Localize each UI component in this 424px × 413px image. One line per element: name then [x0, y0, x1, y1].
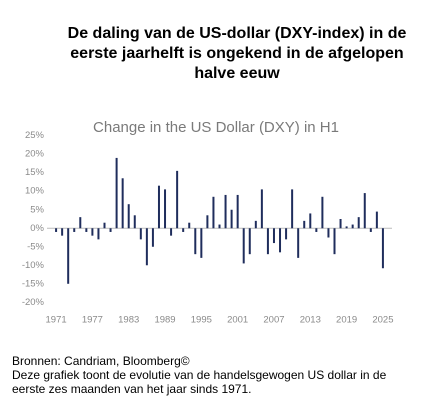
- bar: [206, 215, 209, 229]
- bar: [121, 178, 124, 229]
- bar: [315, 228, 318, 232]
- bar: [357, 217, 360, 229]
- bar: [200, 228, 203, 258]
- bar: [260, 189, 263, 229]
- bar: [139, 228, 142, 240]
- bar: [212, 196, 215, 229]
- bar: [194, 228, 197, 255]
- bar: [363, 193, 366, 229]
- bar: [73, 228, 76, 232]
- page-title: De daling van de US-dollar (DXY-index) i…: [67, 25, 407, 82]
- bar: [115, 157, 118, 229]
- bar: [170, 228, 173, 236]
- chart-title: Change in the US Dollar (DXY) in H1: [93, 119, 339, 136]
- bar: [375, 211, 378, 229]
- bar: [272, 228, 275, 244]
- bar: [242, 228, 245, 264]
- bar: [381, 228, 384, 269]
- bar: [279, 228, 282, 253]
- bar: [266, 228, 269, 255]
- bar: [67, 228, 70, 284]
- bar: [321, 196, 324, 229]
- bar: [345, 226, 348, 229]
- source: Bronnen: Candriam, Bloomberg©: [12, 354, 190, 368]
- bar: [248, 228, 251, 255]
- footer: Bronnen: Candriam, Bloomberg© Deze grafi…: [12, 354, 417, 396]
- bar: [303, 220, 306, 229]
- bar: [127, 204, 130, 229]
- bar: [133, 215, 136, 229]
- bar: [97, 228, 100, 240]
- bar: [55, 228, 58, 232]
- bar: [369, 228, 372, 232]
- x-tick-label: 2025: [372, 315, 393, 326]
- bar: [182, 228, 185, 232]
- bar: [339, 219, 342, 229]
- bar: [254, 220, 257, 229]
- bar: [103, 222, 106, 229]
- y-tick-label: 15%: [25, 167, 45, 178]
- y-tick-label: -15%: [22, 278, 45, 289]
- bar: [333, 228, 336, 255]
- bar: [351, 224, 354, 229]
- bar: [297, 228, 300, 258]
- bar: [176, 170, 179, 229]
- x-tick-label: 1971: [46, 315, 67, 326]
- bar: [218, 224, 221, 229]
- y-tick-label: -20%: [22, 297, 45, 308]
- x-tick-label: 1977: [82, 315, 103, 326]
- y-tick-label: 25%: [25, 130, 45, 141]
- bar: [91, 228, 94, 236]
- bar: [79, 217, 82, 229]
- bar: [164, 189, 167, 229]
- y-tick-label: -10%: [22, 260, 45, 271]
- bar: [285, 228, 288, 240]
- note: Deze grafiek toont de evolutie van de ha…: [12, 368, 387, 396]
- x-tick-label: 1983: [118, 315, 139, 326]
- bar: [236, 194, 239, 229]
- x-tick-label: 1989: [154, 315, 175, 326]
- bar: [61, 228, 64, 236]
- bar: [145, 228, 148, 266]
- bar: [291, 189, 294, 229]
- bar: [151, 228, 154, 247]
- x-tick-label: 2007: [263, 315, 284, 326]
- y-tick-label: 5%: [30, 204, 44, 215]
- y-tick-label: 20%: [25, 149, 45, 160]
- x-tick-label: 1995: [191, 315, 212, 326]
- y-tick-label: 10%: [25, 186, 45, 197]
- y-tick-label: -5%: [27, 241, 44, 252]
- x-tick-label: 2019: [336, 315, 357, 326]
- bar: [85, 228, 88, 232]
- y-tick-label: 0%: [30, 223, 44, 234]
- bar: [109, 228, 112, 232]
- bar: [327, 228, 330, 238]
- x-tick-label: 2001: [227, 315, 248, 326]
- bar: [157, 185, 160, 229]
- bar: [224, 194, 227, 229]
- bar: [230, 209, 233, 229]
- bar: [309, 213, 312, 229]
- chart: Change in the US Dollar (DXY) in H1 25% 2…: [22, 119, 394, 326]
- bar: [188, 222, 191, 229]
- x-tick-label: 2013: [300, 315, 321, 326]
